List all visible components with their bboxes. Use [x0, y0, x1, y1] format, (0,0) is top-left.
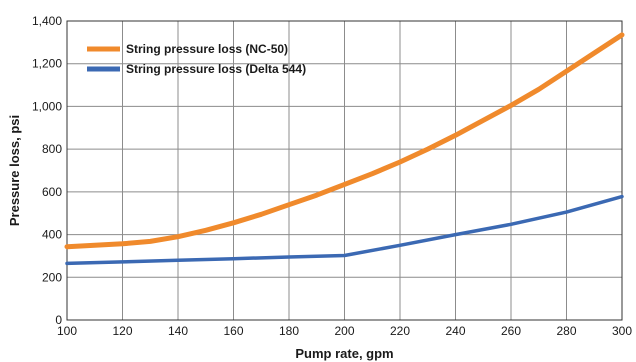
plot-frame	[66, 20, 623, 321]
y-tick-label: 1,400	[32, 14, 62, 28]
x-tick-label: 280	[556, 324, 576, 338]
x-tick-label: 180	[279, 324, 299, 338]
x-tick-label: 200	[334, 324, 354, 338]
x-tick-label: 300	[612, 324, 632, 338]
y-tick-label: 800	[42, 142, 62, 156]
series	[64, 32, 625, 266]
series-line-2	[65, 194, 624, 266]
y-axis-title: Pressure loss, psi	[7, 115, 22, 226]
y-tick-label: 0	[55, 313, 62, 327]
y-tick-label: 1,200	[32, 57, 62, 71]
legend-label-1: String pressure loss (NC-50)	[126, 42, 288, 56]
legend-label-2: String pressure loss (Delta 544)	[126, 62, 306, 76]
x-tick-label: 160	[223, 324, 243, 338]
legend: String pressure loss (NC-50) String press…	[87, 42, 306, 76]
grid	[66, 20, 623, 321]
y-axis-ticks: 0 200 400 600 800 1,000 1,200 1,400	[32, 14, 62, 327]
y-tick-label: 400	[42, 228, 62, 242]
x-tick-label: 240	[445, 324, 465, 338]
y-tick-label: 200	[42, 270, 62, 284]
x-axis-ticks: 100 120 140 160 180 200 220 240 260 280 300	[57, 324, 632, 338]
series-line-1	[64, 32, 625, 250]
y-tick-label: 1,000	[32, 99, 62, 113]
y-tick-label: 600	[42, 185, 62, 199]
x-tick-label: 100	[57, 324, 77, 338]
x-axis-title: Pump rate, gpm	[295, 346, 393, 361]
x-tick-label: 120	[112, 324, 132, 338]
x-tick-label: 140	[168, 324, 188, 338]
x-tick-label: 220	[390, 324, 410, 338]
x-tick-label: 260	[501, 324, 521, 338]
